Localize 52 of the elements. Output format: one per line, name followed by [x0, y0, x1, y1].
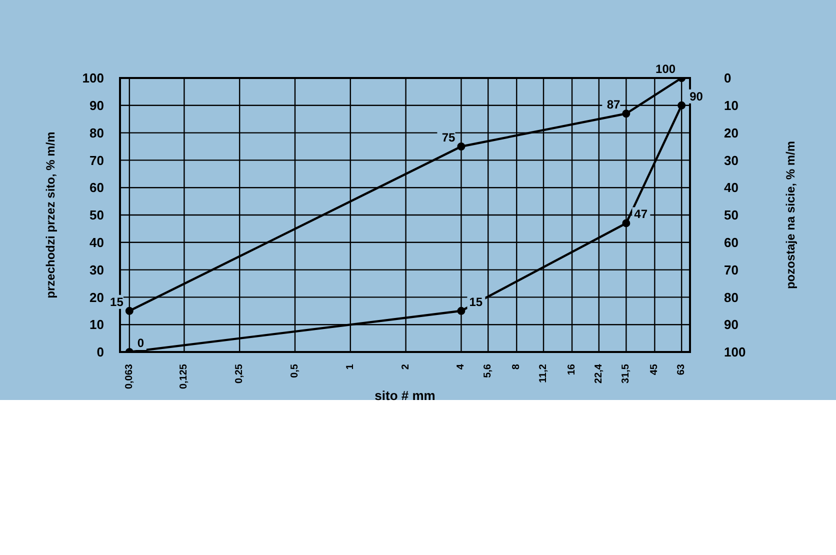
- x-tick-label: 0,125: [178, 364, 190, 390]
- x-tick-label: 16: [566, 364, 578, 376]
- y-tick-label: 90: [90, 98, 104, 114]
- y2-tick-label: 50: [724, 208, 738, 223]
- x-tick-label: 22,4: [593, 364, 604, 384]
- x-tick-label: 0,25: [234, 364, 246, 384]
- y2-tick-label: 0: [724, 70, 732, 86]
- y-axis-title: przechodzi przez sito, % m/m: [43, 132, 58, 298]
- data-label: 90: [690, 89, 704, 104]
- x-axis-title: sito # mm: [374, 388, 436, 403]
- y2-tick-label: 30: [724, 152, 738, 168]
- data-label: 87: [606, 98, 620, 112]
- y-tick-label: 0: [96, 344, 104, 360]
- x-tick-label: 0,5: [289, 364, 300, 378]
- data-label: 100: [656, 62, 676, 76]
- point: [457, 142, 466, 150]
- x-tick-label: 0,063: [124, 364, 135, 390]
- point: [622, 110, 630, 118]
- y2-tick-label: 80: [724, 290, 738, 305]
- y-tick-label: 20: [90, 290, 104, 305]
- x-tick-label: 1: [344, 364, 356, 370]
- y-tick-label: 40: [90, 235, 104, 250]
- data-label: 47: [634, 207, 648, 222]
- y2-tick-label: 100: [724, 344, 746, 360]
- x-tick-label: 2: [400, 364, 412, 370]
- y-tick-label: 60: [90, 180, 104, 196]
- x-tick-label: 5,6: [482, 364, 494, 378]
- y2-tick-label: 10: [724, 98, 738, 114]
- data-label: 15: [110, 294, 124, 309]
- y-tick-label: 50: [90, 208, 104, 223]
- x-tick-label: 8: [511, 364, 522, 370]
- data-label: 15: [469, 294, 483, 309]
- y2-axis-title: pozostaje na sicie, % m/m: [783, 140, 798, 290]
- y-tick-label: 80: [90, 125, 104, 140]
- x-tick-label: 63: [676, 364, 688, 376]
- x-tick-label: 31,5: [620, 364, 632, 384]
- y2-tick-label: 60: [724, 235, 738, 250]
- point: [457, 306, 466, 315]
- point: [622, 219, 630, 228]
- y2-tick-label: 90: [724, 317, 738, 332]
- x-tick-label: 4: [456, 364, 467, 370]
- y2-tick-label: 20: [724, 125, 738, 140]
- y-tick-label: 70: [90, 152, 104, 168]
- y2-tick-label: 40: [724, 180, 738, 196]
- y-tick-label: 100: [82, 70, 104, 86]
- x-tick-label: 45: [649, 364, 660, 376]
- y-tick-label: 30: [90, 262, 104, 278]
- data-label: 0: [137, 336, 144, 350]
- data-label: 75: [442, 130, 456, 144]
- x-tick-label: 11,2: [538, 364, 550, 383]
- y2-tick-label: 70: [724, 262, 738, 278]
- y-tick-label: 10: [90, 317, 104, 332]
